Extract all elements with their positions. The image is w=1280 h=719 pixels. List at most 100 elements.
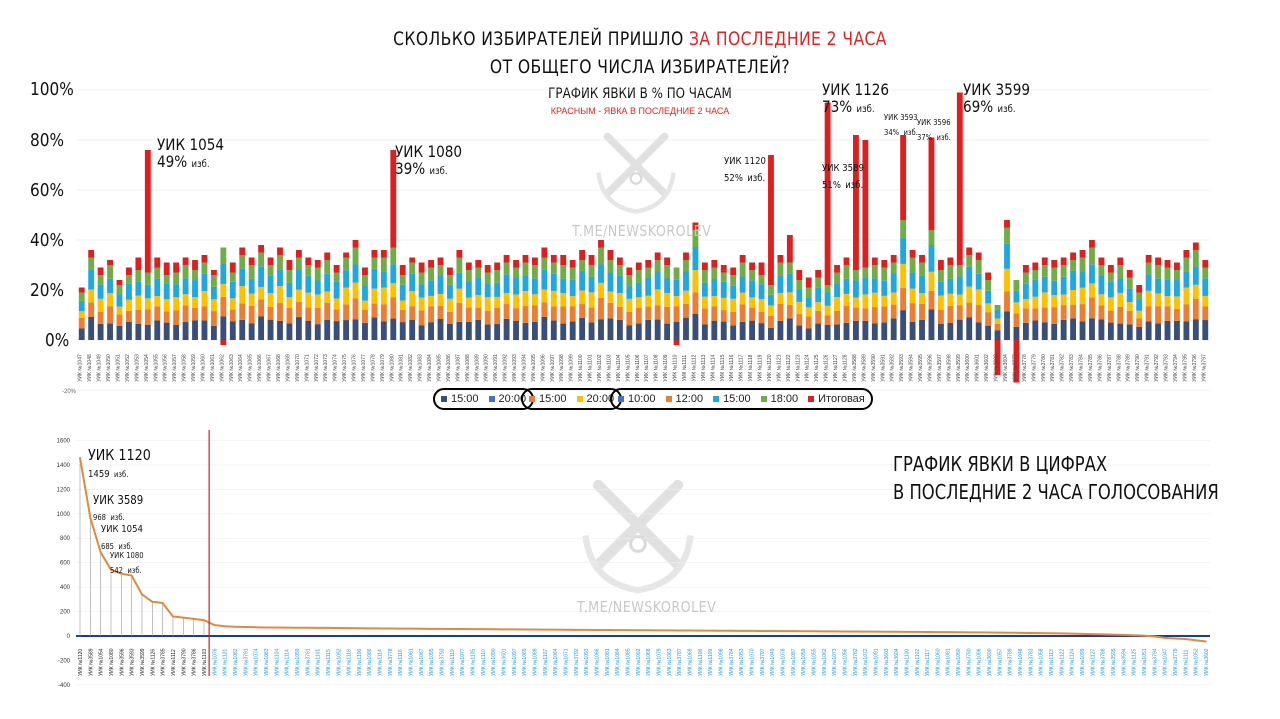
bar-segment	[295, 317, 302, 340]
annotation-unit: изб.	[127, 566, 142, 576]
x-axis-label: УИК №3590	[871, 354, 877, 382]
bar-segment	[343, 270, 350, 288]
x-axis-label: УИК №1059	[801, 648, 807, 676]
x-axis-label: УИК №3780	[1041, 354, 1047, 382]
bar-segment	[371, 257, 378, 269]
bar-final-red	[616, 257, 623, 265]
bar-segment	[1060, 294, 1067, 306]
bar-segment	[1060, 305, 1067, 320]
bar-segment	[1004, 227, 1010, 244]
x-axis-label: УИК №1050	[106, 354, 112, 382]
x-axis-label: УИК №1124	[1070, 649, 1076, 676]
x-axis-label: УИК №1047	[78, 354, 84, 382]
x-axis-label: УИК №1050	[956, 648, 962, 676]
bar-segment	[909, 303, 916, 322]
bar-segment	[447, 324, 453, 340]
x-axis-label: УИК №3790	[181, 648, 187, 676]
x-axis-label: УИК №1071	[304, 354, 310, 382]
bar-segment	[1079, 304, 1086, 322]
x-axis-label: УИК №1064	[553, 648, 559, 676]
bar-segment	[144, 309, 151, 325]
bar-segment	[503, 304, 510, 319]
bar-final-red	[1202, 260, 1209, 268]
x-axis-label: УИК №1063	[229, 354, 235, 382]
x-axis-label: УИК №3796	[1192, 354, 1198, 382]
data-point	[688, 629, 691, 632]
x-axis-label: УИК №3604	[1003, 354, 1009, 382]
data-point	[389, 627, 391, 630]
bar-segment	[305, 320, 312, 340]
annotation-uik-1126: УИК 1126 73% изб.	[822, 81, 889, 116]
data-point	[719, 629, 722, 632]
bar-segment	[324, 291, 331, 303]
x-axis-label: УИК №1115	[720, 354, 726, 381]
bar-segment	[579, 304, 586, 318]
bar-segment	[144, 272, 151, 285]
x-axis-label: УИК №1120	[767, 354, 773, 381]
bar-segment	[569, 306, 576, 322]
bar-segment	[994, 330, 1001, 340]
bar-segment	[815, 277, 822, 288]
bar-segment	[1070, 290, 1077, 305]
bar-segment	[1004, 268, 1010, 292]
bar-segment	[966, 286, 973, 303]
bar-segment	[465, 321, 472, 340]
bar-segment	[277, 269, 283, 287]
x-axis-label: УИК №3600	[965, 354, 971, 382]
data-point	[626, 629, 629, 631]
bar-segment	[513, 308, 519, 321]
bar-segment	[522, 306, 529, 323]
bar-segment	[126, 283, 132, 300]
bar-segment	[88, 302, 95, 317]
bar-segment	[239, 285, 246, 304]
bar-segment	[560, 306, 567, 324]
x-axis-label: УИК №1074	[333, 354, 339, 382]
bar-final-red	[937, 260, 944, 270]
bar-segment	[1126, 277, 1133, 289]
bar-segment	[428, 295, 434, 307]
x-axis-label: УИК №1079	[656, 648, 662, 676]
bar-segment	[362, 322, 368, 340]
data-point	[874, 630, 877, 633]
bar-segment	[135, 309, 142, 324]
x-axis-label: УИК №1087	[791, 648, 797, 676]
bar-final-red	[116, 280, 123, 285]
bar-segment	[928, 290, 935, 310]
bar-segment	[909, 321, 916, 340]
y-tick-label: 40%	[30, 230, 65, 251]
annotation-value: 49%	[157, 151, 188, 171]
bar-segment	[1117, 323, 1124, 340]
bar-segment	[881, 322, 888, 340]
series-line	[79, 457, 1207, 643]
watermark-emblem-sword	[603, 132, 669, 198]
bar-segment	[409, 273, 416, 292]
annotation-unit: изб.	[903, 128, 918, 138]
bar-final-red	[1136, 285, 1143, 293]
bar-segment	[78, 328, 85, 340]
bar-segment	[144, 324, 151, 340]
bar-segment	[78, 317, 85, 329]
bar-segment	[97, 323, 104, 340]
bar-segment	[786, 292, 793, 305]
bar-segment	[305, 307, 312, 321]
bar-segment	[163, 322, 170, 340]
data-point	[647, 629, 649, 632]
bar-final-red	[409, 257, 416, 263]
legend-group-3: 10:00 12:00 15:00 18:00 Итоговая	[610, 388, 873, 410]
bar-final-red	[768, 155, 774, 285]
bar-segment	[890, 262, 897, 274]
data-point	[988, 631, 990, 634]
bar-final-red	[173, 262, 180, 273]
bar-final-red	[1070, 252, 1077, 260]
bar-segment	[569, 279, 576, 297]
x-axis-label: УИК №1059	[295, 648, 301, 676]
data-point	[482, 628, 484, 630]
data-point	[337, 627, 340, 629]
x-axis-label: УИК №3595	[1111, 648, 1117, 676]
data-point	[306, 626, 309, 629]
x-axis-label: УИК №1080	[109, 648, 115, 676]
data-point	[585, 629, 587, 631]
bar-segment	[607, 291, 614, 303]
bar-segment	[919, 319, 925, 340]
